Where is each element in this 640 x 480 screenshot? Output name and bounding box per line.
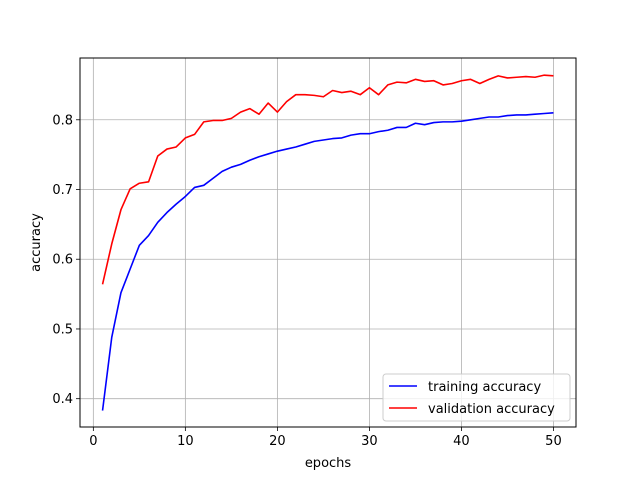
legend-label: validation accuracy: [428, 402, 555, 417]
series-line-1: [101, 74, 554, 285]
plot-frame: [79, 57, 577, 428]
y-tick-label: 0.4: [52, 392, 73, 407]
x-tick-label: 20: [269, 434, 286, 449]
y-tick-label: 0.7: [52, 183, 73, 198]
legend-box: [382, 373, 571, 422]
y-tick-label: 0.6: [52, 253, 73, 268]
x-axis-label: epochs: [305, 456, 352, 471]
x-tick-label: 40: [453, 434, 470, 449]
series-line-0: [101, 112, 554, 411]
axis-ticks: 0 10 20 30 40 50 0.4 0.5 0.6 0.7 0.8: [52, 113, 561, 449]
legend: training accuracy validation accuracy: [382, 373, 571, 422]
x-tick-label: 50: [545, 434, 562, 449]
series-group: [101, 74, 554, 411]
y-tick-label: 0.8: [52, 113, 73, 128]
grid: [80, 58, 576, 427]
x-tick-label: 0: [89, 434, 97, 449]
x-tick-label: 30: [361, 434, 378, 449]
legend-label: training accuracy: [428, 380, 541, 395]
y-axis-label: accuracy: [29, 213, 44, 272]
x-tick-label: 10: [177, 434, 194, 449]
y-tick-label: 0.5: [52, 322, 73, 337]
